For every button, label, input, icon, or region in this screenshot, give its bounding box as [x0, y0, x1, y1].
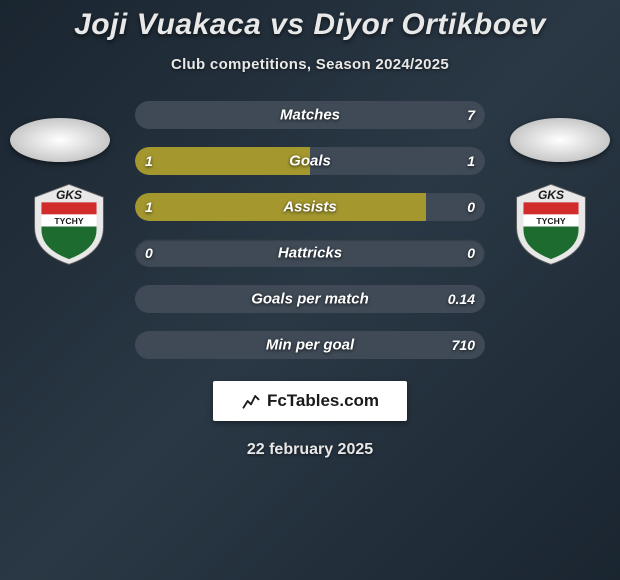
stats-area: Matches 7 Goals 1 1 Assists 1 0 Hattricks 0 0 Goals…: [0, 101, 620, 359]
stat-value-left: 1: [145, 199, 153, 215]
stat-row: Matches 7: [135, 101, 485, 129]
infographic-container: Joji Vuakaca vs Diyor Ortikboev Club com…: [0, 0, 620, 580]
stat-value-right: 1: [467, 153, 475, 169]
stat-label: Min per goal: [266, 337, 354, 354]
date-line: 22 february 2025: [247, 441, 373, 459]
stat-label: Goals: [289, 153, 331, 170]
stat-row: Assists 1 0: [135, 193, 485, 221]
stat-value-left: 1: [145, 153, 153, 169]
chart-icon: [241, 391, 261, 411]
stat-fill-left: [135, 193, 426, 221]
stat-fill-left: [135, 147, 310, 175]
stat-value-right: 0: [467, 245, 475, 261]
stat-label: Goals per match: [251, 291, 369, 308]
stat-label: Hattricks: [278, 245, 342, 262]
stat-fill-right: [310, 147, 485, 175]
stat-row: Min per goal 710: [135, 331, 485, 359]
stat-value-right: 7: [467, 107, 475, 123]
page-subtitle: Club competitions, Season 2024/2025: [171, 56, 449, 73]
stat-row: Hattricks 0 0: [135, 239, 485, 267]
stat-row: Goals 1 1: [135, 147, 485, 175]
stat-label: Matches: [280, 107, 340, 124]
stat-value-right: 0.14: [448, 291, 475, 307]
stat-value-left: 0: [145, 245, 153, 261]
brand-badge: FcTables.com: [213, 381, 407, 421]
stat-label: Assists: [283, 199, 336, 216]
stat-value-right: 0: [467, 199, 475, 215]
brand-text: FcTables.com: [267, 391, 379, 411]
page-title: Joji Vuakaca vs Diyor Ortikboev: [74, 8, 546, 42]
stat-value-right: 710: [452, 337, 475, 353]
stat-row: Goals per match 0.14: [135, 285, 485, 313]
stat-fill-right: [426, 193, 486, 221]
